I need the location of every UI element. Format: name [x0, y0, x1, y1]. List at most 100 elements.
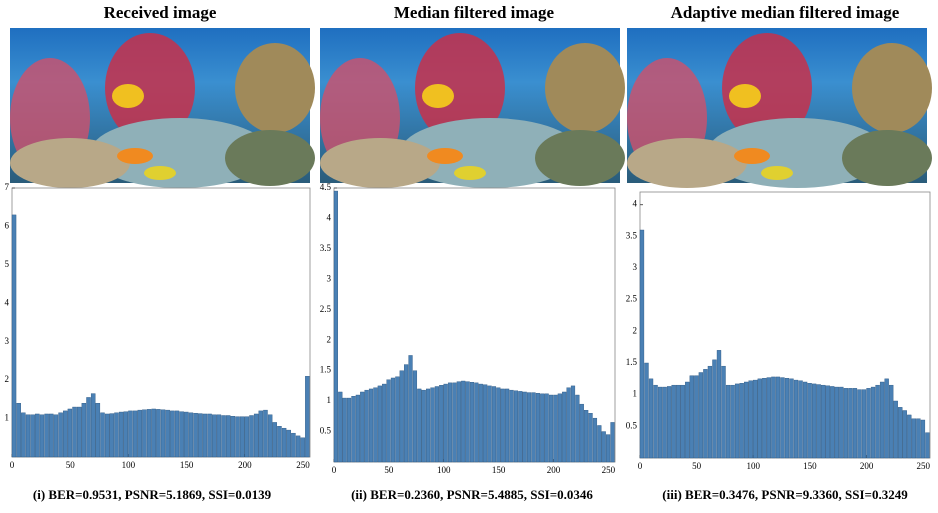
x-tick-label: 0 [638, 461, 643, 471]
histogram-bar [365, 390, 369, 462]
histogram-bar [128, 411, 132, 457]
y-tick-label: 1 [5, 413, 10, 423]
y-tick-label: 4 [5, 297, 10, 307]
histogram-bar [40, 415, 44, 457]
histogram-bar [713, 360, 717, 458]
x-tick-label: 50 [692, 461, 702, 471]
panel-title: Adaptive median filtered image [671, 3, 900, 22]
histogram-bar [263, 410, 267, 457]
histogram-bar [35, 414, 39, 457]
histogram-bar [839, 387, 843, 458]
histogram-bar [794, 380, 798, 458]
histogram-bar [903, 411, 907, 459]
histogram-bar [378, 386, 382, 462]
histogram-bar [867, 388, 871, 458]
histogram-bar [91, 394, 95, 457]
histogram-bar [343, 398, 347, 462]
histogram-bar [606, 435, 610, 462]
y-tick-label: 1 [327, 395, 332, 405]
histogram-bar [676, 385, 680, 458]
histogram-bar [527, 393, 531, 462]
histogram-bar [287, 430, 291, 457]
histogram-bar [744, 382, 748, 458]
histogram-bar [681, 385, 685, 458]
histogram-bar [479, 384, 483, 462]
histogram-bar [907, 415, 911, 458]
histogram-bar [461, 381, 465, 462]
histogram-bar [554, 395, 558, 462]
histogram-bar [558, 394, 562, 462]
histogram-bar [417, 389, 421, 462]
y-tick-label: 3.5 [320, 243, 332, 253]
histogram-bar [536, 393, 540, 462]
x-tick-label: 100 [122, 460, 136, 470]
histogram-bar [611, 422, 615, 462]
histogram-bar [338, 392, 342, 462]
histogram-bar [808, 383, 812, 458]
y-tick-label: 3.5 [626, 230, 638, 240]
histogram-bar [812, 384, 816, 458]
histogram-bar [26, 415, 30, 457]
histogram-bar [138, 410, 142, 457]
histogram-bar [853, 388, 857, 458]
histogram-bar [492, 386, 496, 462]
histogram-bar [409, 355, 413, 462]
y-tick-label: 3 [5, 336, 10, 346]
histogram-bar [217, 415, 221, 457]
histogram-bar [735, 384, 739, 458]
histogram-bar [161, 410, 165, 457]
histogram-bar [830, 386, 834, 458]
y-tick-label: 4.5 [320, 182, 332, 192]
histogram-bar [439, 385, 443, 462]
histogram-bar [470, 382, 474, 462]
histogram-bar [444, 384, 448, 462]
y-tick-label: 2 [5, 374, 10, 384]
histogram-bar [73, 407, 77, 457]
x-tick-label: 100 [747, 461, 761, 471]
histogram-bar [767, 378, 771, 458]
histogram-bar [753, 380, 757, 458]
panel-caption: (i) BER=0.9531, PSNR=5.1869, SSI=0.0139 [33, 487, 272, 502]
histogram-bar [916, 419, 920, 458]
histogram-bar [170, 411, 174, 457]
histogram-bar [198, 414, 202, 457]
histogram-bar [505, 389, 509, 462]
histogram-bar [584, 410, 588, 462]
histogram-bar [277, 426, 281, 457]
histogram-bar [114, 413, 118, 457]
histogram-bar [96, 403, 100, 457]
histogram-bar [575, 395, 579, 462]
y-tick-label: 0.5 [320, 426, 332, 436]
x-tick-label: 0 [332, 465, 337, 475]
histogram-bar [59, 413, 63, 457]
histogram-bar [672, 385, 676, 458]
histogram-bar [352, 396, 356, 462]
histogram-bar [483, 385, 487, 462]
panel-title: Median filtered image [394, 3, 555, 22]
histogram-bar [105, 414, 109, 457]
histogram-bar [898, 407, 902, 458]
histogram-bar [240, 417, 244, 457]
histogram-bar [658, 387, 662, 458]
histogram-bar [876, 385, 880, 458]
histogram-bar [387, 380, 391, 462]
histogram-bar [549, 395, 553, 462]
histogram-bar [208, 414, 212, 457]
histogram-bar [501, 389, 505, 462]
y-tick-label: 4 [633, 199, 638, 209]
histogram-bar [184, 412, 188, 457]
y-tick-label: 2 [327, 334, 332, 344]
histogram-bar [912, 419, 916, 458]
histogram-bar [273, 422, 277, 457]
histogram-bar [156, 409, 160, 457]
histogram-bar [374, 388, 378, 462]
histogram-bar [334, 191, 338, 462]
histogram-bar [699, 373, 703, 459]
histogram-bar [532, 393, 536, 462]
x-tick-label: 150 [492, 465, 506, 475]
histogram-bar [567, 388, 571, 462]
histogram-bar [523, 392, 527, 462]
histogram-bar [488, 386, 492, 462]
histogram-bar [68, 409, 72, 457]
x-tick-label: 100 [437, 465, 451, 475]
